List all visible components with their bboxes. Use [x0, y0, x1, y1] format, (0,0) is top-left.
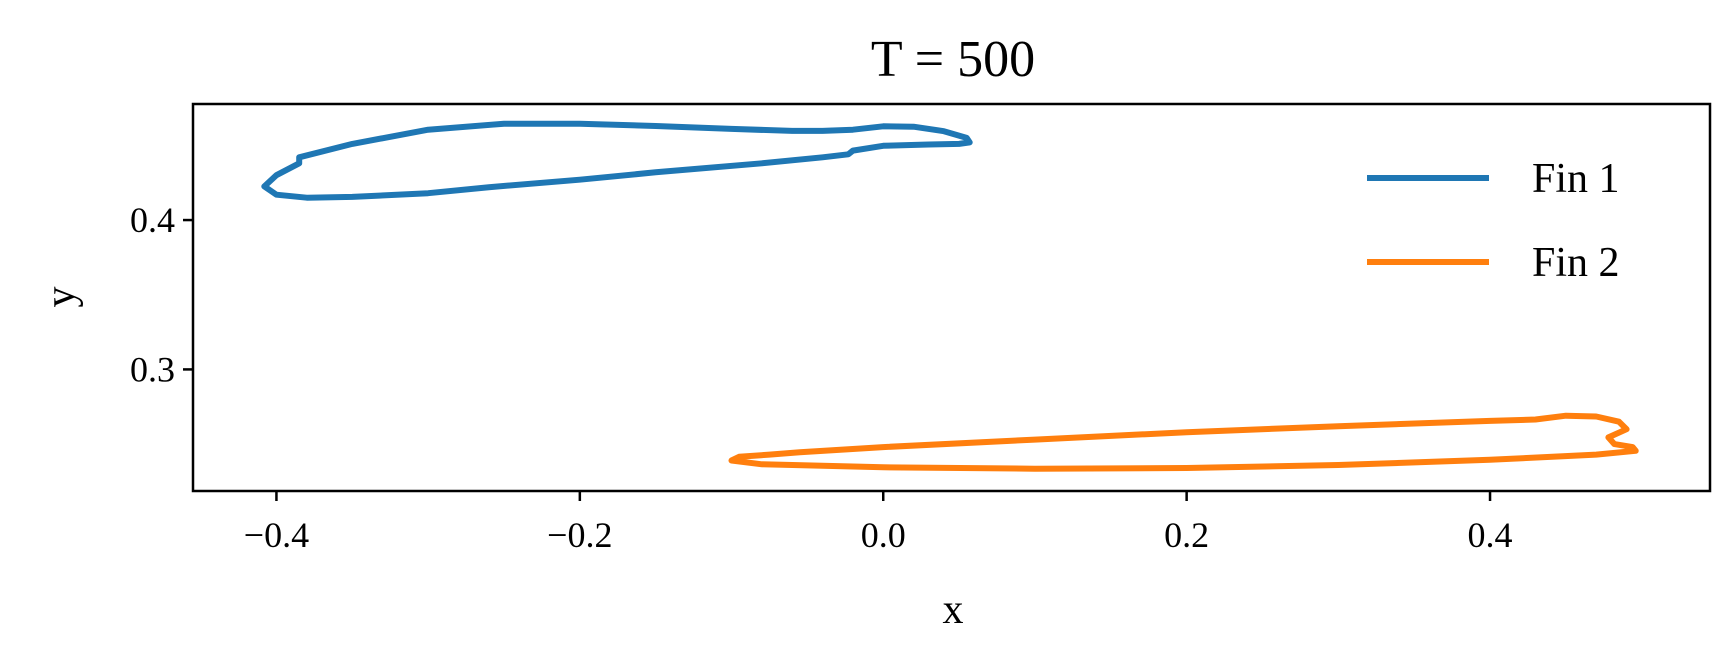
y-tick-label: 0.4 — [130, 200, 175, 240]
x-tick-label: 0.4 — [1468, 515, 1513, 555]
legend-label-fin-1: Fin 1 — [1532, 156, 1620, 202]
chart-title: T = 500 — [871, 31, 1035, 88]
y-axis-label: y — [38, 287, 84, 308]
plot-frame — [191, 102, 1712, 493]
x-axis-label: x — [943, 587, 964, 633]
x-tick-label: −0.2 — [547, 515, 612, 555]
y-axis-ticks: 0.3 0.4 — [130, 200, 193, 389]
x-tick-label: 0.2 — [1164, 515, 1209, 555]
x-tick-label: 0.0 — [861, 515, 906, 555]
series-line-fin-2 — [728, 412, 1639, 472]
x-axis-ticks: −0.4 −0.2 0.0 0.2 0.4 — [244, 491, 1513, 555]
x-tick-label: −0.4 — [244, 515, 309, 555]
series-line-fin-1 — [261, 120, 973, 201]
legend: Fin 1 Fin 2 — [1367, 156, 1620, 286]
y-tick-label: 0.3 — [130, 349, 175, 389]
series-layer — [261, 120, 1639, 472]
legend-label-fin-2: Fin 2 — [1532, 240, 1620, 286]
